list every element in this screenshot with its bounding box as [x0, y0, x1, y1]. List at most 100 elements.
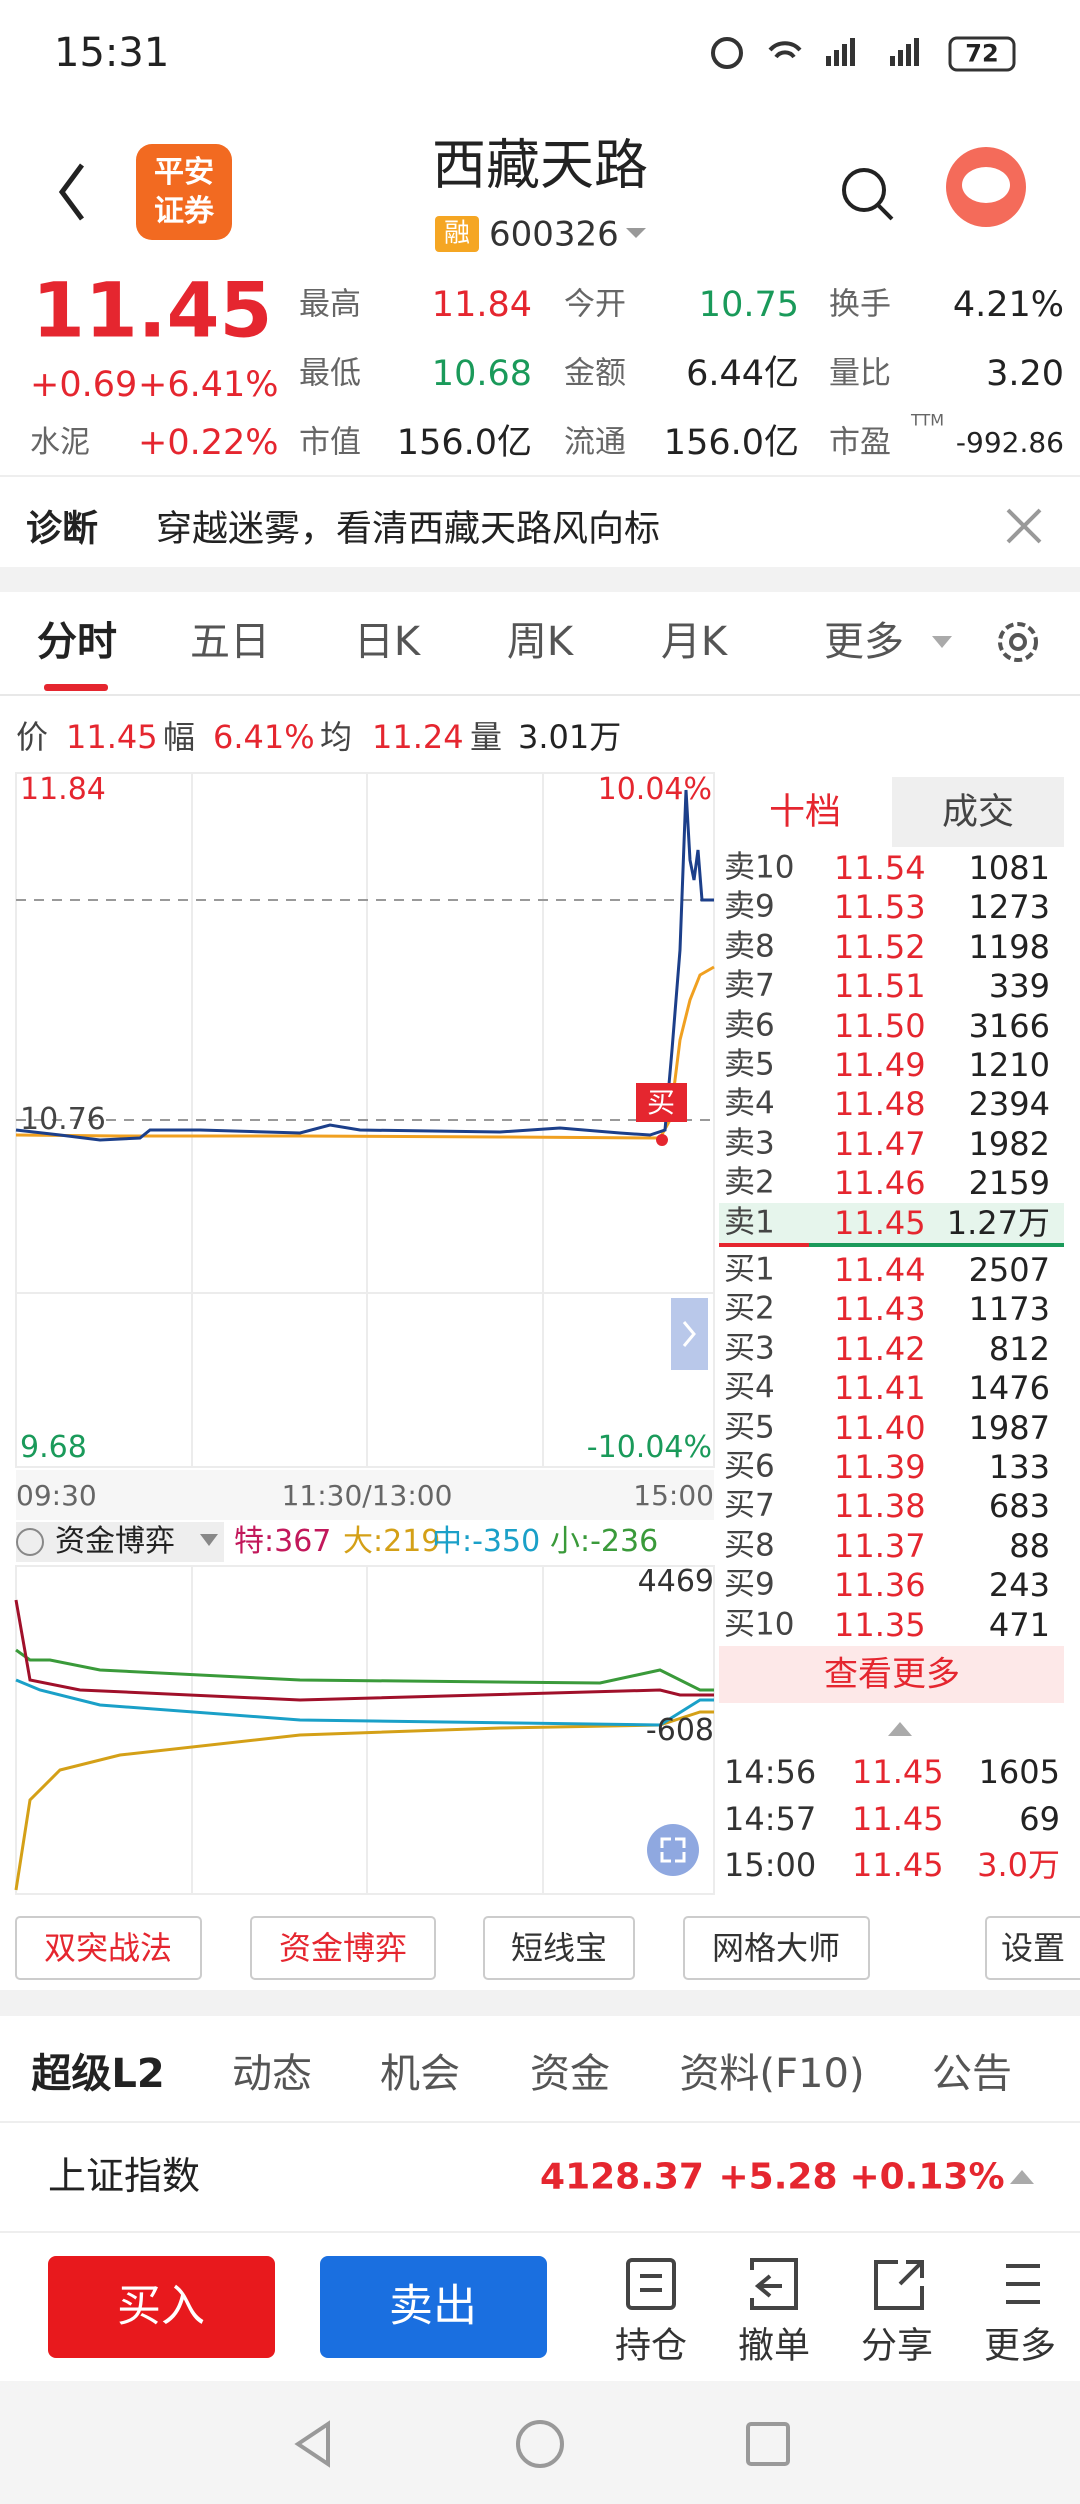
book-price: 11.54 [834, 848, 926, 887]
info-value: 3.01万 [518, 717, 622, 756]
book-price: 11.37 [834, 1526, 926, 1565]
tab[interactable]: 资料(F10) [679, 2051, 865, 2097]
battery-level: 72 [965, 39, 999, 68]
back[interactable] [58, 163, 85, 221]
ask1-line [719, 1243, 809, 1247]
action-label[interactable]: 持仓 [614, 2325, 688, 2367]
buy-label[interactable]: 买入 [117, 2280, 205, 2332]
sell-label[interactable]: 卖出 [389, 2280, 477, 2332]
fund-flow-title[interactable]: 资金博弈 [55, 1524, 175, 1559]
info-value: 6.41% [213, 717, 315, 756]
stat-value: 4.21% [952, 285, 1064, 325]
fullscreen-icon [660, 1837, 686, 1863]
search[interactable] [842, 168, 894, 221]
ask1-line [809, 1243, 1064, 1247]
book-label: 卖3 [724, 1125, 775, 1162]
diagnosis-label: 诊断 [26, 508, 99, 550]
book-price: 11.53 [834, 888, 926, 927]
diagnosis-text[interactable]: 穿越迷雾，看清西藏天路风向标 [156, 508, 661, 550]
price-line [15, 789, 714, 1142]
axis-label: -608 [645, 1713, 714, 1748]
more-bg[interactable] [719, 1646, 1064, 1703]
book-label: 买1 [724, 1251, 775, 1288]
tab[interactable]: 机会 [380, 2051, 460, 2097]
book-label: 买3 [724, 1330, 775, 1367]
collapse[interactable] [888, 1722, 912, 1736]
book-volume: 1273 [968, 888, 1050, 927]
stock-name: 西藏天路 [432, 133, 648, 197]
fullscreen[interactable] [647, 1824, 699, 1876]
trade-price: 11.45 [852, 1799, 944, 1838]
book-price: 11.47 [834, 1124, 926, 1163]
tab[interactable]: 超级L2 [31, 2051, 165, 2097]
more[interactable]: 查看更多 [824, 1654, 960, 1695]
axis-label: -10.04% [586, 1430, 712, 1465]
book-volume: 1198 [968, 927, 1050, 966]
action-label[interactable]: 撤单 [737, 2325, 811, 2367]
close[interactable] [1006, 508, 1042, 544]
book-price: 11.39 [834, 1447, 926, 1486]
trade-time: 15:00 [724, 1845, 817, 1884]
stat-value: 11.84 [431, 285, 532, 325]
axis-label: 4469 [637, 1564, 714, 1599]
nav-bar [0, 2381, 1080, 2504]
info-label: 价 [16, 717, 49, 756]
book-label: 卖6 [724, 1007, 775, 1043]
chart-tab[interactable]: 更多 [824, 619, 904, 665]
chart-tab[interactable]: 月K [660, 619, 728, 665]
tool-button[interactable]: 设置 [1000, 1928, 1066, 1967]
stat-value: 6.44亿 [686, 354, 799, 394]
info-label: 幅 [163, 717, 196, 756]
tool-button[interactable]: 双突战法 [43, 1928, 173, 1967]
tool-button[interactable]: 资金博弈 [278, 1928, 408, 1967]
chart-tab[interactable]: 五日 [190, 619, 270, 665]
chart-tab[interactable]: 周K [506, 619, 574, 665]
book-label: 买8 [724, 1527, 775, 1564]
expand-arrow [682, 1321, 696, 1347]
stat-value: 156.0亿 [396, 423, 532, 463]
nav-icons[interactable] [294, 2420, 790, 2468]
tool-button[interactable]: 短线宝 [510, 1928, 608, 1967]
index-pct: +0.13% [849, 2156, 1005, 2198]
book-tab[interactable]: 十档 [768, 791, 842, 833]
trade-volume: 3.0万 [977, 1845, 1060, 1884]
book-price: 11.43 [834, 1290, 926, 1329]
book-price: 11.51 [834, 966, 926, 1005]
tool-button[interactable]: 网格大师 [711, 1928, 841, 1967]
trades-tab-bg [892, 777, 1064, 847]
action-label[interactable]: 分享 [860, 2325, 934, 2367]
stat-label: 换手 [829, 286, 891, 323]
book-volume: 812 [988, 1329, 1050, 1368]
flow-line [14, 1710, 714, 1891]
trade-volume: 69 [1019, 1799, 1060, 1838]
book-volume: 471 [988, 1605, 1050, 1644]
chart-tab[interactable]: 分时 [37, 619, 117, 665]
book-volume: 3166 [968, 1006, 1050, 1045]
book-volume: 339 [988, 966, 1050, 1005]
average-line [15, 965, 715, 1140]
trade-price: 11.45 [852, 1752, 944, 1791]
tab[interactable]: 动态 [232, 2051, 312, 2097]
ask1-bg [719, 1203, 1064, 1243]
dropdown [200, 1534, 218, 1546]
tab[interactable]: 公告 [932, 2051, 1012, 2097]
stat-label: 今开 [564, 286, 626, 323]
dropdown [626, 228, 646, 238]
stat-label: 最高 [299, 286, 361, 323]
settings[interactable] [998, 622, 1038, 662]
book-label: 卖9 [724, 888, 775, 925]
book-volume: 2507 [968, 1250, 1050, 1289]
fund-flow-item: 大:219 [343, 1524, 441, 1559]
avatar-bubble [962, 167, 1010, 203]
info-icon[interactable] [16, 1528, 44, 1556]
chart-tab[interactable]: 日K [353, 619, 421, 665]
expand[interactable] [671, 1298, 708, 1370]
sell-button[interactable] [320, 2256, 547, 2358]
trade-time: 14:56 [724, 1752, 817, 1791]
book-volume: 133 [988, 1447, 1050, 1486]
book-tab[interactable]: 成交 [941, 791, 1015, 833]
action-label[interactable]: 更多 [983, 2325, 1057, 2367]
tab[interactable]: 资金 [530, 2051, 610, 2097]
buy-button[interactable] [48, 2256, 275, 2358]
change: +0.69 [30, 365, 138, 405]
